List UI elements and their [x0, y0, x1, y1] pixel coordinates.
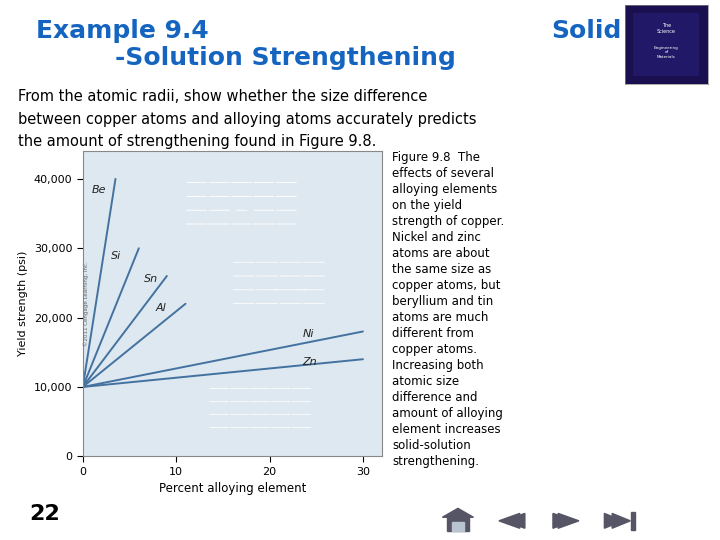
Polygon shape	[451, 522, 464, 531]
Text: Zn: Zn	[302, 357, 317, 367]
Text: 22: 22	[29, 504, 60, 524]
Text: ©2011 Cengage Learning, Inc.: ©2011 Cengage Learning, Inc.	[83, 261, 89, 346]
Polygon shape	[499, 514, 520, 528]
Text: Si: Si	[111, 251, 121, 261]
Text: the amount of strengthening found in Figure 9.8.: the amount of strengthening found in Fig…	[18, 134, 377, 150]
Text: between copper atoms and alloying atoms accurately predicts: between copper atoms and alloying atoms …	[18, 112, 477, 127]
Text: Be: Be	[92, 185, 107, 195]
Text: Example 9.4: Example 9.4	[36, 19, 209, 43]
Text: The
Science: The Science	[657, 23, 676, 34]
Polygon shape	[612, 514, 630, 528]
Polygon shape	[504, 514, 525, 528]
Bar	[634, 13, 700, 76]
Y-axis label: Yield strength (psi): Yield strength (psi)	[18, 251, 28, 356]
Text: Sn: Sn	[143, 274, 158, 284]
Text: Engineering
of
Materials: Engineering of Materials	[654, 46, 679, 59]
Text: From the atomic radii, show whether the size difference: From the atomic radii, show whether the …	[18, 89, 428, 104]
Polygon shape	[558, 514, 579, 528]
Polygon shape	[442, 508, 474, 517]
X-axis label: Percent alloying element: Percent alloying element	[158, 482, 306, 495]
Polygon shape	[604, 514, 623, 528]
Text: Solid: Solid	[551, 19, 621, 43]
Text: Ni: Ni	[302, 329, 314, 339]
Polygon shape	[446, 517, 469, 531]
Text: -Solution Strengthening: -Solution Strengthening	[115, 46, 456, 70]
Text: Al: Al	[156, 303, 166, 313]
Text: Figure 9.8  The
effects of several
alloying elements
on the yield
strength of co: Figure 9.8 The effects of several alloyi…	[392, 151, 505, 468]
Polygon shape	[553, 514, 574, 528]
Polygon shape	[631, 512, 636, 530]
